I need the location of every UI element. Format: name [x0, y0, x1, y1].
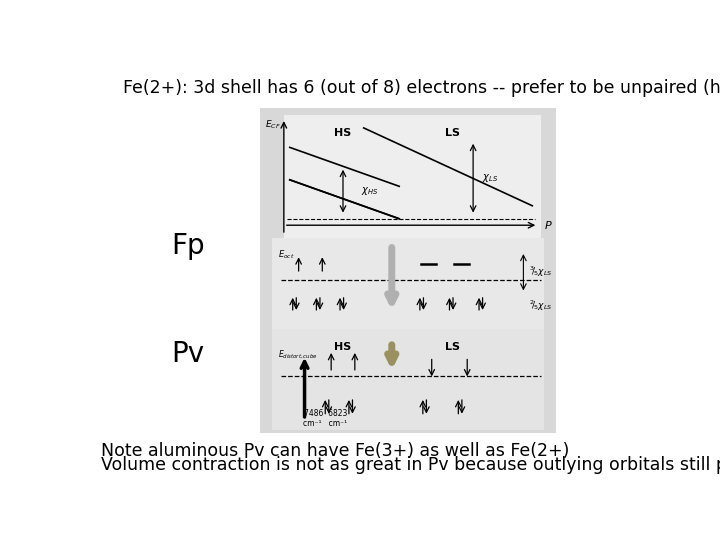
Text: $E_{distort,cube}$: $E_{distort,cube}$: [278, 349, 318, 361]
Text: Note aluminous Pv can have Fe(3+) as well as Fe(2+): Note aluminous Pv can have Fe(3+) as wel…: [101, 442, 570, 460]
Text: HS: HS: [334, 128, 351, 138]
Text: $\chi_{HS}$: $\chi_{HS}$: [361, 185, 378, 197]
Text: LS: LS: [445, 128, 460, 138]
Text: Pv: Pv: [171, 340, 204, 368]
Text: $\chi_{LS}$: $\chi_{LS}$: [482, 172, 498, 184]
Text: 7486  6823
cm⁻¹   cm⁻¹: 7486 6823 cm⁻¹ cm⁻¹: [303, 409, 347, 428]
Text: $E_{CF}$: $E_{CF}$: [265, 118, 281, 131]
Text: Fe(2+): 3d shell has 6 (out of 8) electrons -- prefer to be unpaired (high spin): Fe(2+): 3d shell has 6 (out of 8) electr…: [124, 79, 720, 97]
Text: Fp: Fp: [171, 232, 204, 260]
Bar: [272, 238, 544, 329]
Text: $E_{oct}$: $E_{oct}$: [278, 248, 294, 261]
Text: $^2\!/\!_5\chi_{LS}$: $^2\!/\!_5\chi_{LS}$: [529, 299, 553, 314]
Text: HS: HS: [334, 342, 351, 352]
Bar: [272, 329, 544, 429]
Bar: [260, 109, 556, 433]
Text: LS: LS: [445, 342, 460, 352]
Text: Volume contraction is not as great in Pv because outlying orbitals still populat: Volume contraction is not as great in Pv…: [101, 456, 720, 474]
Text: $^3\!/\!_5\chi_{LS}$: $^3\!/\!_5\chi_{LS}$: [529, 265, 553, 279]
Text: $P$: $P$: [544, 219, 553, 231]
Bar: [284, 115, 541, 238]
